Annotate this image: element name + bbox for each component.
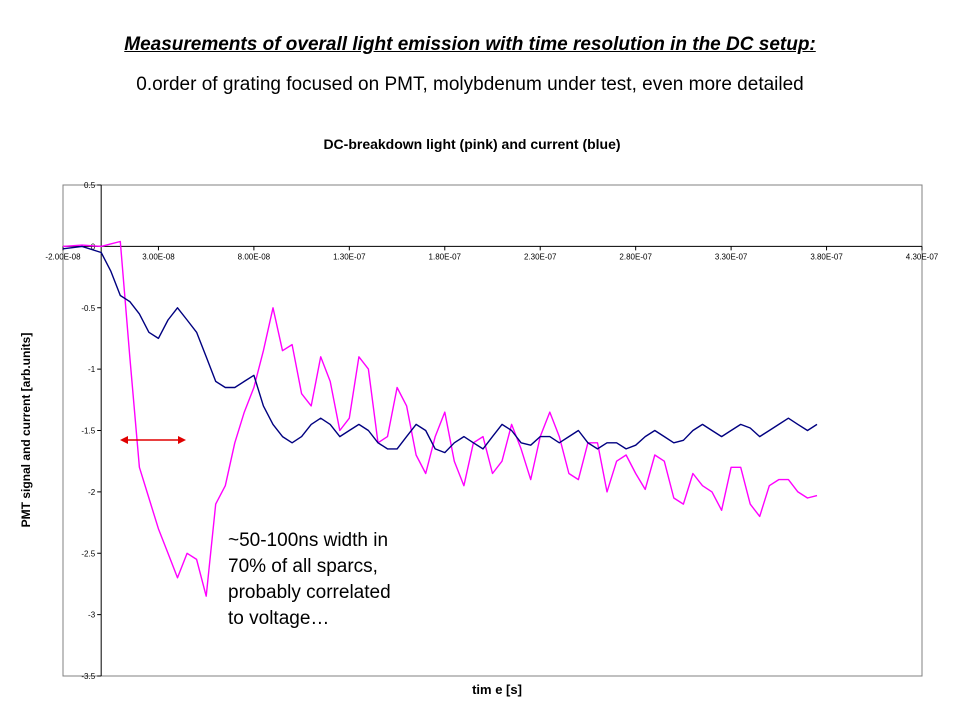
width-arrow-left-head: [120, 436, 128, 444]
x-tick-label: -2.00E-08: [45, 252, 81, 261]
annotation-line: to voltage…: [228, 608, 330, 629]
y-axis-label: PMT signal and current [arb.units]: [19, 333, 33, 528]
y-tick-label: -1: [88, 365, 96, 374]
y-tick-label: 0: [91, 242, 96, 251]
y-tick-label: -2.5: [81, 549, 95, 558]
series-lines: [62, 240, 818, 597]
axes: 0.5 0 -0.5 -1 -1.5 -2 -2.5 -3 -3.5 -2.00E-08 3.00E…: [45, 181, 938, 681]
light-series-line: [62, 240, 818, 597]
annotation-line: 70% of all sparcs,: [228, 556, 378, 577]
x-tick-label: 1.30E-07: [333, 252, 366, 261]
annotation-line: probably correlated: [228, 582, 391, 603]
y-tick-label: -0.5: [81, 304, 95, 313]
plot-area: [62, 184, 923, 677]
x-tick-label: 4.30E-07: [906, 252, 939, 261]
y-tick-label: -3: [88, 611, 96, 620]
x-tick-label: 3.80E-07: [810, 252, 843, 261]
slide-title: Measurements of overall light emission w…: [124, 34, 816, 55]
x-tick-label: 1.80E-07: [429, 252, 462, 261]
annotation-text: ~50-100ns width in 70% of all sparcs, prob…: [228, 528, 448, 632]
x-tick-label: 2.80E-07: [619, 252, 652, 261]
y-tick-label: 0.5: [84, 181, 96, 190]
x-axis-label: tim e [s]: [472, 682, 522, 697]
x-tick-label: 3.00E-08: [142, 252, 175, 261]
chart-title: DC-breakdown light (pink) and current (b…: [323, 136, 620, 152]
x-tick-label: 2.30E-07: [524, 252, 557, 261]
slide-subtitle: 0.order of grating focused on PMT, molyb…: [136, 74, 804, 95]
current-series-line: [62, 245, 818, 454]
y-tick-label: -2: [88, 488, 96, 497]
annotation-line: ~50-100ns width in: [228, 530, 389, 551]
x-tick-label: 8.00E-08: [238, 252, 271, 261]
x-tick-label: 3.30E-07: [715, 252, 748, 261]
y-tick-label: -1.5: [81, 427, 95, 436]
width-arrow-right-head: [178, 436, 186, 444]
y-tick-label: -3.5: [81, 672, 95, 681]
